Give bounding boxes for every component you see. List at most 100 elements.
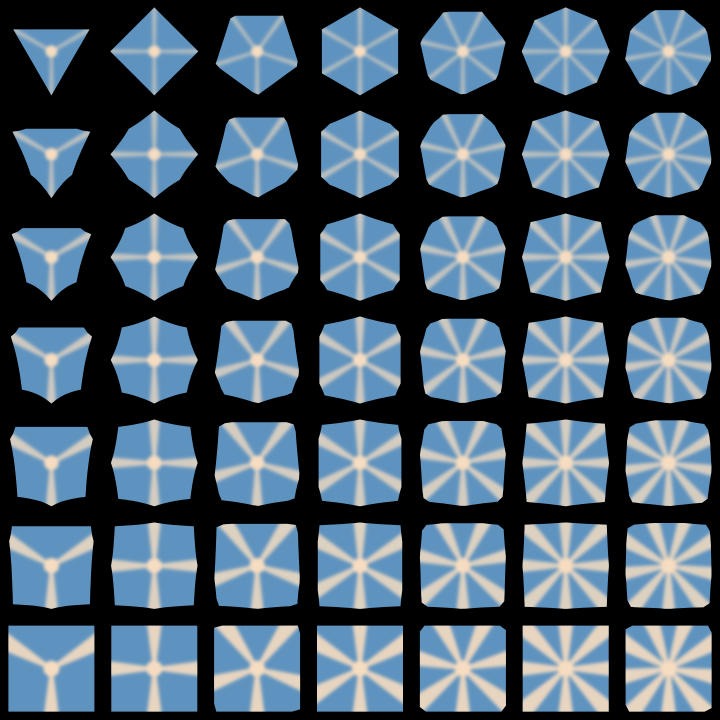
ridge-spoke	[359, 522, 403, 567]
ridge-spoke	[521, 149, 566, 159]
ridge-spoke	[50, 526, 94, 567]
ridge-spoke	[154, 48, 199, 55]
ridge-spoke	[321, 110, 361, 156]
ridge-spoke	[154, 656, 198, 681]
ridge-spoke	[521, 153, 567, 199]
ridge-spoke	[667, 215, 712, 259]
center-glow	[43, 660, 60, 677]
star-tile	[522, 522, 609, 609]
star-tile	[625, 625, 712, 712]
ridge-spoke	[522, 453, 566, 472]
ridge-spoke	[8, 625, 53, 670]
ridge-spoke	[348, 625, 372, 669]
ridge-spoke	[246, 565, 268, 609]
ridge-spoke	[521, 110, 567, 156]
ridge-spoke	[555, 565, 577, 609]
ridge-spoke	[420, 233, 464, 259]
center-glow	[250, 353, 265, 367]
center-glow	[147, 147, 161, 161]
ridge-spoke	[10, 327, 53, 362]
center-glow	[45, 147, 58, 161]
ridge-spoke	[10, 426, 53, 465]
ridge-spoke	[359, 667, 403, 712]
ridge-spoke	[662, 257, 675, 301]
ridge-spoke	[352, 360, 368, 404]
ridge-spoke	[461, 256, 506, 300]
ridge-spoke	[256, 50, 298, 79]
ridge-spoke	[461, 523, 506, 567]
center-glow	[250, 147, 264, 161]
ridge-spoke	[154, 352, 198, 368]
ridge-spoke	[453, 462, 472, 506]
ridge-spoke	[256, 564, 300, 601]
center-glow	[146, 558, 162, 574]
center-glow	[353, 353, 367, 367]
ridge-spoke	[462, 30, 506, 53]
ridge-spoke	[13, 29, 53, 53]
ridge-spoke	[668, 564, 712, 590]
center-glow	[456, 250, 470, 264]
ridge-spoke	[667, 667, 712, 712]
star-tile	[521, 7, 610, 96]
ridge-spoke	[111, 656, 155, 681]
ridge-spoke	[154, 555, 198, 577]
ridge-spoke	[455, 360, 471, 403]
ridge-spoke	[661, 360, 677, 404]
ridge-spoke	[668, 50, 712, 69]
ridge-spoke	[318, 419, 361, 465]
ridge-spoke	[420, 461, 464, 506]
ridge-spoke	[248, 462, 267, 506]
ridge-spoke	[40, 565, 62, 609]
ridge-spoke	[461, 564, 506, 609]
center-glow	[559, 250, 573, 264]
ridge-spoke	[668, 461, 712, 486]
ridge-spoke	[145, 419, 164, 463]
ridge-spoke	[667, 10, 699, 52]
ridge-spoke	[359, 419, 402, 465]
center-glow	[660, 558, 677, 574]
ridge-spoke	[50, 228, 92, 259]
ridge-spoke	[214, 667, 258, 705]
ridge-spoke	[522, 251, 566, 264]
ridge-spoke	[625, 10, 670, 53]
ridge-spoke	[667, 420, 712, 465]
ridge-spoke	[357, 51, 363, 96]
ridge-spoke	[256, 667, 301, 705]
ridge-spoke	[625, 256, 670, 301]
ridge-spoke	[667, 420, 705, 464]
ridge-spoke	[625, 564, 670, 609]
ridge-spoke	[420, 153, 464, 198]
center-glow	[251, 45, 264, 58]
ridge-spoke	[564, 256, 610, 301]
ridge-spoke	[461, 114, 502, 155]
ridge-spoke	[50, 625, 95, 670]
ridge-spoke	[110, 149, 155, 159]
center-glow	[456, 147, 470, 161]
ridge-spoke	[249, 360, 265, 404]
star-tile	[110, 7, 199, 96]
star-tile	[215, 15, 298, 95]
star-tile	[215, 117, 299, 198]
ridge-spoke	[558, 316, 574, 360]
ridge-spoke	[667, 523, 712, 567]
ridge-spoke	[667, 215, 702, 258]
ridge-spoke	[48, 51, 55, 96]
ridge-spoke	[149, 110, 159, 155]
ridge-spoke	[565, 48, 610, 55]
star-tile	[10, 426, 93, 507]
star-tile	[214, 422, 300, 506]
ridge-spoke	[667, 317, 703, 361]
ridge-spoke	[215, 117, 259, 156]
ridge-spoke	[625, 255, 669, 277]
ridge-spoke	[256, 461, 300, 497]
ridge-spoke	[419, 564, 464, 609]
ridge-spoke	[50, 327, 92, 362]
center-glow	[454, 660, 471, 677]
ridge-spoke	[255, 320, 299, 361]
ridge-spoke	[142, 625, 167, 669]
ridge-spoke	[625, 667, 670, 712]
ridge-spoke	[667, 10, 712, 53]
ridge-spoke	[450, 668, 475, 712]
ridge-spoke	[142, 668, 167, 712]
